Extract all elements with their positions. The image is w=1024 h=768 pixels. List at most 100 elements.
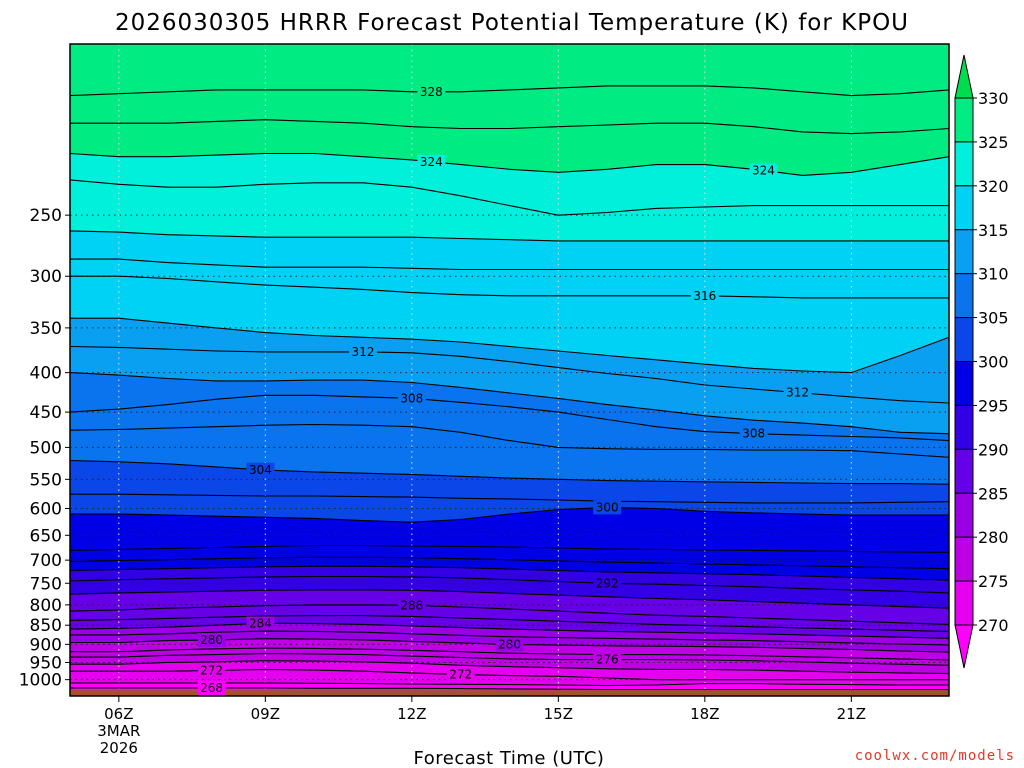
contour-label-308-6: 308 [397, 391, 426, 406]
fill-band-270-272 [70, 669, 949, 686]
colorbar-segment-295-300 [954, 361, 974, 406]
fill-band-above-328 [70, 44, 949, 96]
contour-label-316-3: 316 [690, 288, 719, 303]
isentrope-286 [70, 615, 949, 632]
colorbar-segment-285-290 [954, 448, 974, 494]
isentrope-314 [70, 317, 949, 374]
fill-band-282-284 [70, 623, 949, 646]
y-tick-label-900: 900 [30, 635, 62, 655]
fill-band-320-322 [70, 179, 949, 241]
fill-band-288-290 [70, 589, 949, 625]
contour-label-text: 312 [786, 386, 809, 400]
isentrope-308 [70, 394, 949, 442]
isentrope-304 [70, 459, 949, 485]
x-tick-label-09Z: 09Z [251, 705, 280, 723]
colorbar-label-300: 300 [978, 353, 1009, 372]
colorbar-label-315: 315 [978, 221, 1009, 240]
contour-label-328-0: 328 [417, 84, 446, 99]
colorbar-segment-270-275 [954, 580, 974, 626]
colorbar-label-275: 275 [978, 572, 1009, 591]
contour-labels: 328 324 324 316 312 312 308 308 304 300 292 288 284 2… [197, 84, 812, 695]
colorbar: 270 275 280 285 290 295 300 305 310 315 320 325 330 [954, 54, 1009, 669]
contour-label-312-5: 312 [783, 385, 812, 400]
colorbar-label-325: 325 [978, 133, 1009, 152]
colorbar-bottom-arrow [954, 624, 974, 669]
fill-band-314-316 [70, 276, 949, 373]
isentrope-288 [70, 604, 949, 625]
x-tick-label-15Z: 15Z [544, 705, 573, 723]
isentrope-290 [70, 589, 949, 609]
colorbar-segment-280-285 [954, 492, 974, 538]
contour-label-text: 316 [693, 289, 716, 303]
contour-label-268-18: 268 [197, 680, 226, 695]
colorbar-segment-320-325 [954, 141, 974, 187]
colorbar-label-290: 290 [978, 440, 1009, 459]
colorbar-segment-315-320 [954, 185, 974, 231]
fill-band-276-278 [70, 648, 949, 666]
colorbar-segment-310-315 [954, 229, 974, 275]
isentrope-322 [70, 179, 949, 216]
contour-label-272-17: 272 [446, 667, 475, 682]
contour-label-text: 284 [249, 616, 272, 630]
isentrope-282 [70, 630, 949, 646]
fill-band-306-308 [70, 395, 949, 458]
isentrope-316 [70, 275, 949, 299]
chart-title: 2026030305 HRRR Forecast Potential Tempe… [115, 10, 909, 36]
y-tick-label-700: 700 [30, 551, 62, 571]
y-tick-label-650: 650 [30, 526, 62, 546]
contour-label-280-14: 280 [495, 637, 524, 652]
contour-label-text: 272 [200, 664, 223, 678]
isentrope-298 [70, 544, 949, 553]
fill-band-310-312 [70, 346, 949, 434]
colorbar-top-arrow [954, 54, 974, 99]
contour-label-text: 292 [596, 576, 619, 590]
isentrope-276 [70, 652, 949, 666]
colorbar-label-310: 310 [978, 265, 1009, 284]
fill-band-318-320 [70, 230, 949, 270]
isentrope-306 [70, 423, 949, 458]
isentrope-278 [70, 647, 949, 661]
fill-band-316-318 [70, 259, 949, 298]
y-tick-label-600: 600 [30, 499, 62, 519]
isentrope-302 [70, 493, 949, 504]
isentrope-292 [70, 575, 949, 594]
fill-band-324-326 [70, 119, 949, 176]
fill-band-274-276 [70, 653, 949, 674]
contour-label-text: 324 [420, 155, 443, 169]
contour-label-text: 304 [249, 463, 272, 477]
credit-text[interactable]: coolwx.com/models [855, 748, 1015, 764]
contour-label-text: 268 [200, 681, 223, 695]
fill-band-298-300 [70, 507, 949, 553]
colorbar-label-285: 285 [978, 484, 1009, 503]
colorbar-segment-325-330 [954, 97, 974, 143]
contour-label-text: 288 [400, 598, 423, 612]
isentrope-320 [70, 230, 949, 242]
contour-label-text: 324 [752, 163, 775, 177]
contour-label-text: 272 [449, 668, 472, 682]
contour-label-308-7: 308 [739, 426, 768, 441]
fill-band-304-306 [70, 424, 949, 485]
x-tick-label-12Z: 12Z [397, 705, 426, 723]
contour-label-300-9: 300 [593, 500, 622, 515]
contour-label-text: 308 [400, 391, 423, 405]
colorbar-label-320: 320 [978, 177, 1009, 196]
isentrope-324 [70, 152, 949, 176]
y-tick-label-350: 350 [30, 319, 62, 339]
contour-label-304-8: 304 [246, 462, 275, 477]
colorbar-segment-300-305 [954, 317, 974, 363]
colorbar-label-330: 330 [978, 89, 1009, 108]
y-tick-label-400: 400 [30, 364, 62, 384]
contour-label-text: 280 [498, 637, 521, 651]
fill-band-326-328 [70, 85, 949, 134]
fill-band-286-288 [70, 604, 949, 632]
isentrope-326 [70, 119, 949, 135]
plot-frame [69, 43, 950, 697]
contour-label-284-12: 284 [246, 616, 275, 631]
y-tick-label-850: 850 [30, 616, 62, 636]
fill-band-284-286 [70, 615, 949, 639]
contour-label-324-1: 324 [417, 154, 446, 169]
isentrope-294 [70, 565, 949, 581]
y-tick-label-1000: 1000 [19, 671, 62, 691]
isentrope-296 [70, 556, 949, 570]
